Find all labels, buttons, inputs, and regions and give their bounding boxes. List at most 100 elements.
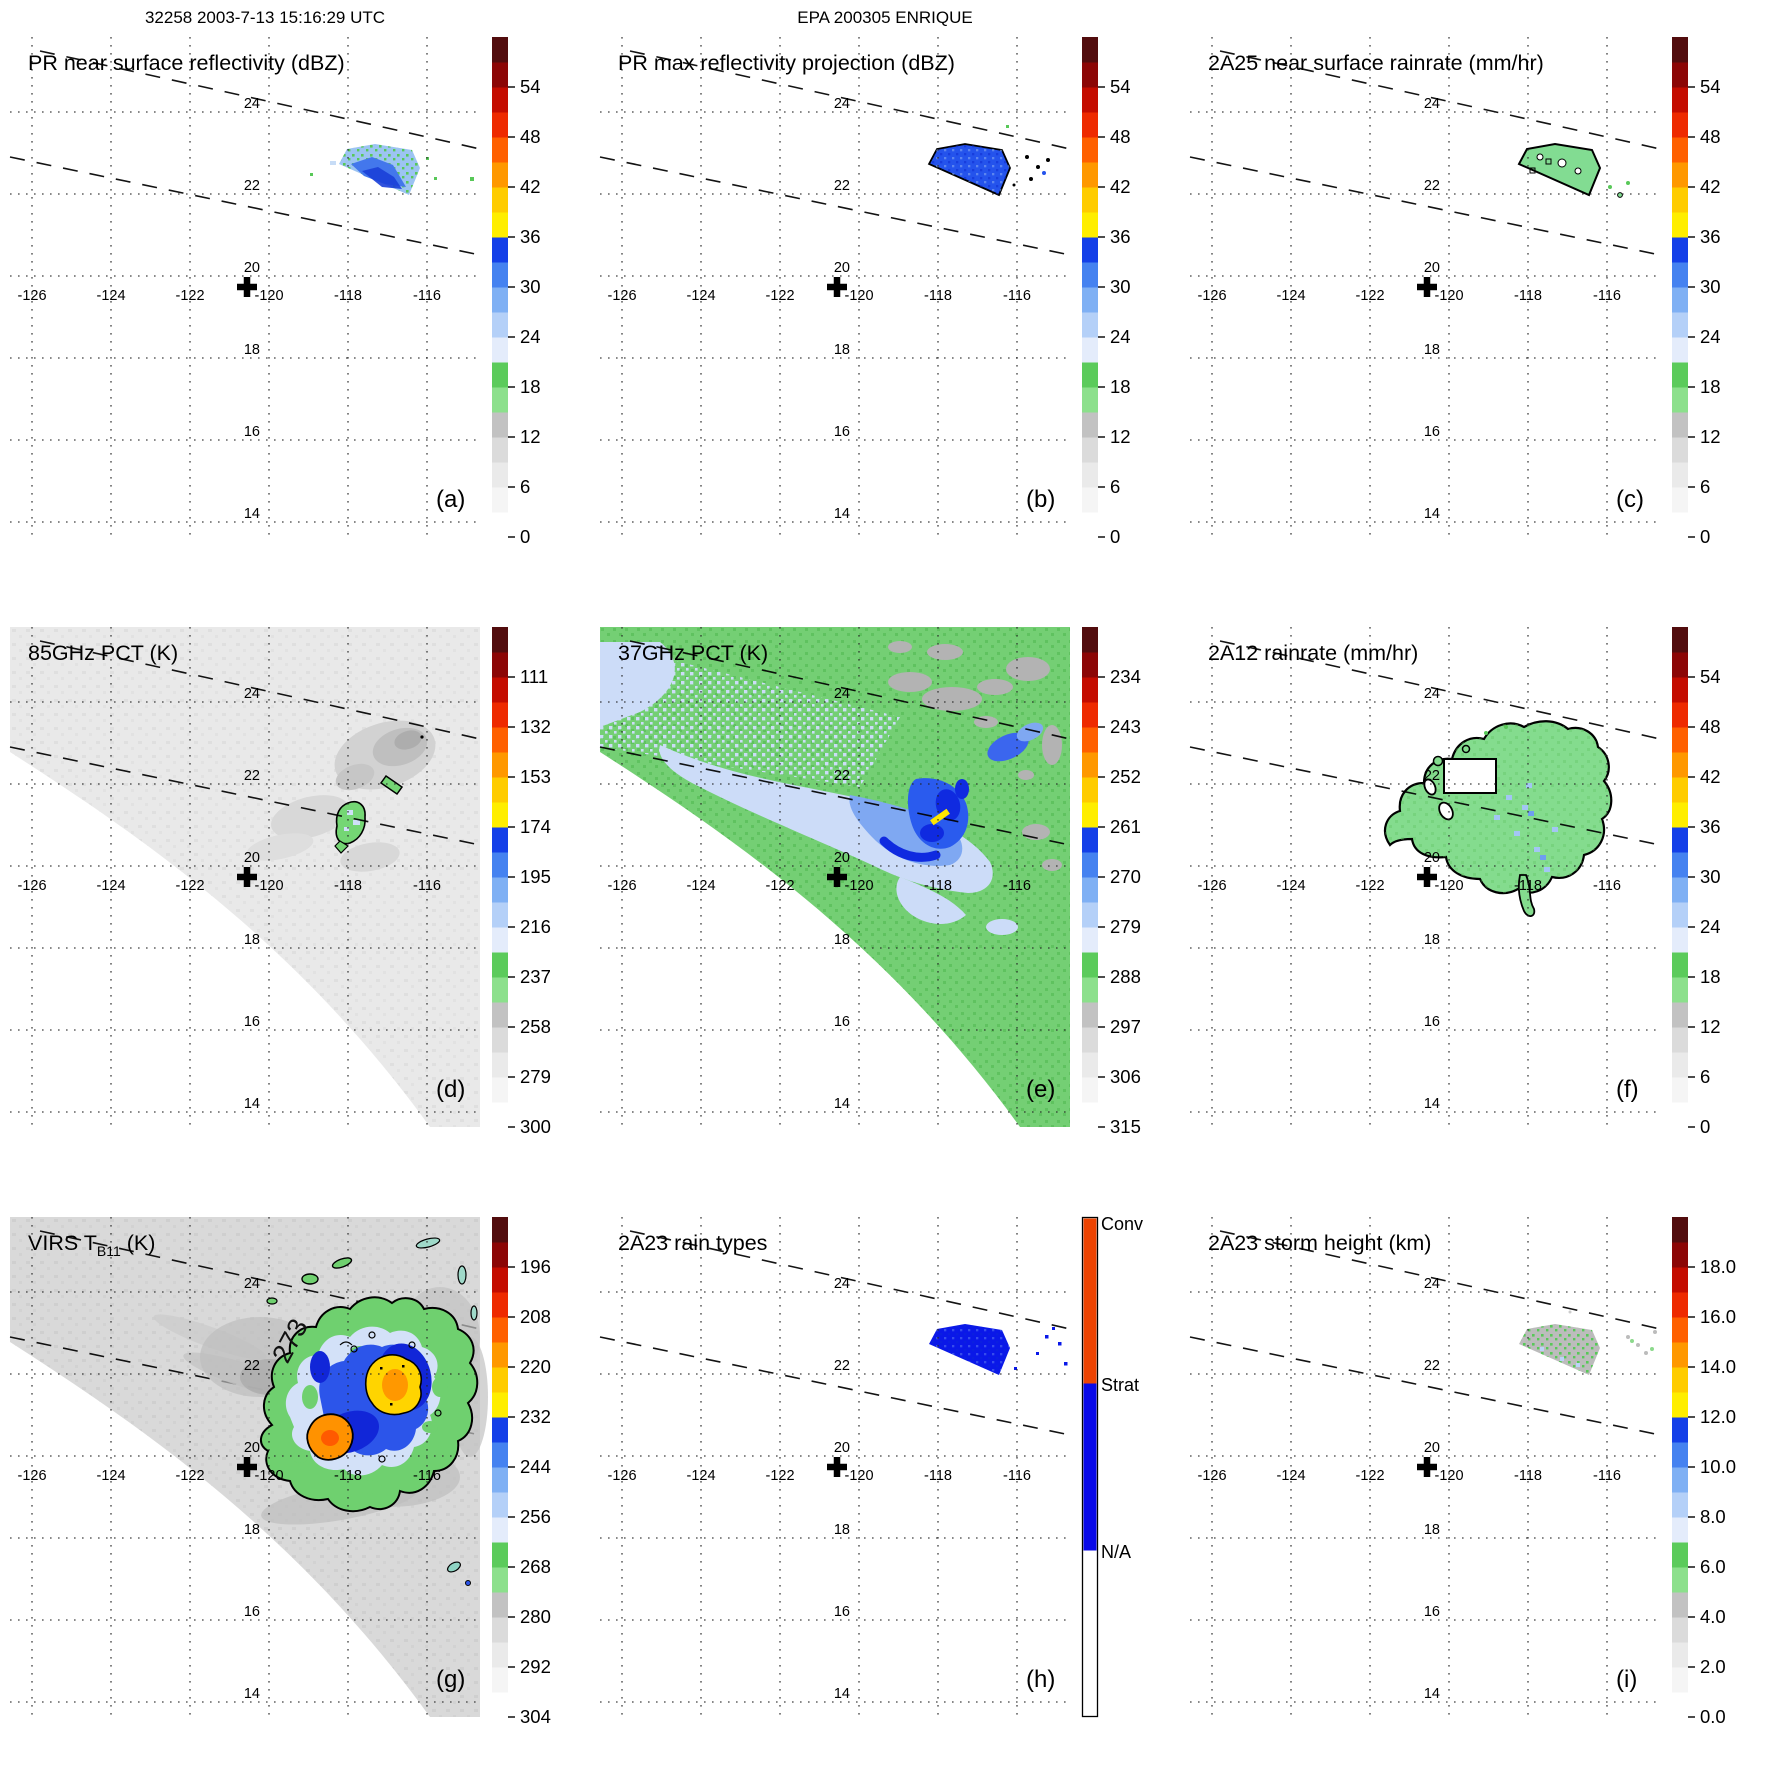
colorbar-tick-label: 270 xyxy=(1110,866,1141,887)
colorbar: 54 48 42 36 30 24 18 12 6 0 xyxy=(492,37,541,547)
colorbar-tick-label: 18 xyxy=(1700,376,1721,397)
colorbar-tick-label: 14.0 xyxy=(1700,1356,1736,1377)
lon-tick-label: -122 xyxy=(1355,878,1384,894)
panel-letter: (i) xyxy=(1616,1666,1637,1693)
lon-tick-label: -126 xyxy=(17,878,46,894)
colorbar-tick-label: 48 xyxy=(1700,716,1721,737)
colorbar: 111 132 153 174 195 216 237 258 279 300 xyxy=(492,627,551,1137)
colorbar-tick-label: 48 xyxy=(1700,126,1721,147)
colorbar-tick-label: 208 xyxy=(520,1306,551,1327)
colorbar-tick-label: 0 xyxy=(1700,1116,1710,1137)
map-plot: 273 -126 -124 -122 -120 -118 -116 24 22 20 18 16 14… xyxy=(9,1217,488,1717)
lon-tick-label: -122 xyxy=(765,1468,794,1484)
colorbar-tick-label: 315 xyxy=(1110,1116,1141,1137)
lon-tick-label: -120 xyxy=(1434,1468,1463,1484)
lon-tick-label: -126 xyxy=(1197,878,1226,894)
colorbar-tick-label: 132 xyxy=(520,716,551,737)
colorbar: 54 48 42 36 30 24 18 12 6 0 xyxy=(1672,37,1721,547)
colorbar-tick-label: 18 xyxy=(1700,966,1721,987)
lat-tick-label: 18 xyxy=(244,342,260,358)
colorbar-tick-label: 12.0 xyxy=(1700,1406,1736,1427)
map-plot: -126 -124 -122 -120 -118 -116 24 22 20 18 16 14 85GH… xyxy=(9,627,481,1127)
lat-tick-label: 18 xyxy=(1424,342,1440,358)
lon-tick-label: -120 xyxy=(1434,878,1463,894)
colorbar-tick-label: 288 xyxy=(1110,966,1141,987)
lat-tick-label: 24 xyxy=(244,1276,260,1292)
colorbar-tick-label: 48 xyxy=(1110,126,1131,147)
lon-tick-label: -124 xyxy=(96,878,125,894)
lon-tick-label: -126 xyxy=(17,288,46,304)
lon-tick-label: -122 xyxy=(175,288,204,304)
lat-tick-label: 24 xyxy=(834,686,850,702)
lat-tick-label: 18 xyxy=(834,932,850,948)
rain-type-label: Strat xyxy=(1101,1375,1139,1395)
lat-tick-label: 20 xyxy=(1424,850,1440,866)
rain-type-label: Conv xyxy=(1101,1214,1143,1234)
storm-center-cross xyxy=(1417,1457,1437,1477)
no-data-region xyxy=(10,1342,430,1717)
storm-center-cross xyxy=(237,277,257,297)
colorbar-tick-label: 280 xyxy=(520,1606,551,1627)
map-panel-d: -126 -124 -122 -120 -118 -116 24 22 20 18 16 14 85GH… xyxy=(9,627,604,1149)
lon-tick-label: -126 xyxy=(1197,288,1226,304)
colorbar-tick-label: 42 xyxy=(1700,766,1721,787)
colorbar-tick-label: 36 xyxy=(1110,226,1131,247)
lon-tick-label: -122 xyxy=(765,288,794,304)
colorbar-tick-label: 30 xyxy=(1700,276,1721,297)
lat-tick-label: 18 xyxy=(834,1522,850,1538)
colorbar-tick-label: 111 xyxy=(520,666,548,687)
colorbar-tick-label: 30 xyxy=(520,276,541,297)
panel-letter: (b) xyxy=(1026,486,1055,513)
colorbar-tick-label: 12 xyxy=(520,426,541,447)
lat-tick-label: 22 xyxy=(834,1358,850,1374)
storm-center-cross xyxy=(827,277,847,297)
colorbar-tick-label: 6 xyxy=(520,476,530,497)
lat-tick-label: 22 xyxy=(1424,1358,1440,1374)
colorbar-tick-label: 306 xyxy=(1110,1066,1141,1087)
colorbar-tick-label: 24 xyxy=(1110,326,1131,347)
lat-tick-label: 14 xyxy=(244,506,260,522)
rain-type-region xyxy=(929,1324,1068,1375)
swath-edge-dashed-lines xyxy=(9,50,481,256)
map-plot: -126 -124 -122 -120 -118 -116 24 22 20 18 16 14 37GH… xyxy=(599,627,1071,1127)
rain-type-label: N/A xyxy=(1101,1542,1131,1562)
colorbar-tick-label: 292 xyxy=(520,1656,551,1677)
colorbar-tick-label: 279 xyxy=(520,1066,551,1087)
storm-center-cross xyxy=(827,867,847,887)
colorbar-tick-label: 54 xyxy=(1110,76,1131,97)
lon-tick-label: -116 xyxy=(1003,1468,1031,1484)
colorbar-tick-label: 6 xyxy=(1110,476,1120,497)
lat-tick-label: 20 xyxy=(834,1440,850,1456)
colorbar-tick-label: 252 xyxy=(1110,766,1141,787)
lat-tick-label: 22 xyxy=(834,768,850,784)
colorbar-tick-label: 6 xyxy=(1700,476,1710,497)
map-panel-e: -126 -124 -122 -120 -118 -116 24 22 20 18 16 14 37GH… xyxy=(599,627,1194,1149)
panel-title: 2A12 rainrate (mm/hr) xyxy=(1208,641,1418,665)
lat-tick-label: 24 xyxy=(244,96,260,112)
panel-title: VIRS TB11 (K) xyxy=(28,1231,155,1259)
lon-tick-label: -124 xyxy=(686,878,715,894)
panel-letter: (g) xyxy=(436,1666,465,1693)
storm-height-region xyxy=(1519,1310,1657,1375)
colorbar-tick-label: 0 xyxy=(520,526,530,547)
map-plot: -126 -124 -122 -120 -118 -116 24 22 20 18 16 14 2A23… xyxy=(1189,1217,1661,1717)
lon-tick-label: -126 xyxy=(607,878,636,894)
lon-tick-label: -120 xyxy=(1434,288,1463,304)
map-panel-i: -126 -124 -122 -120 -118 -116 24 22 20 18 16 14 2A23… xyxy=(1189,1217,1771,1739)
storm-echo-region xyxy=(927,125,1050,197)
colorbar: 18.0 16.0 14.0 12.0 10.0 8.0 6.0 4.0 2.0 0.0 xyxy=(1672,1217,1736,1727)
lon-tick-label: -122 xyxy=(765,878,794,894)
swath-edge-dashed-lines xyxy=(599,1230,1071,1436)
colorbar-tick-label: 8.0 xyxy=(1700,1506,1726,1527)
lat-tick-label: 24 xyxy=(834,96,850,112)
colorbar-tick-label: 36 xyxy=(520,226,541,247)
lat-tick-label: 24 xyxy=(1424,686,1440,702)
colorbar-tick-label: 279 xyxy=(1110,916,1141,937)
colorbar-tick-label: 6.0 xyxy=(1700,1556,1726,1577)
swath-edge-dashed-lines xyxy=(599,50,1071,256)
lon-tick-label: -118 xyxy=(1514,878,1542,894)
panel-title: 2A25 near surface rainrate (mm/hr) xyxy=(1208,51,1544,75)
map-panel-b: -126 -124 -122 -120 -118 -116 24 22 20 18 16 14 PR m… xyxy=(599,37,1194,559)
lon-tick-label: -120 xyxy=(844,288,873,304)
orbit-timestamp-header: 32258 2003-7-13 15:16:29 UTC xyxy=(144,8,386,27)
